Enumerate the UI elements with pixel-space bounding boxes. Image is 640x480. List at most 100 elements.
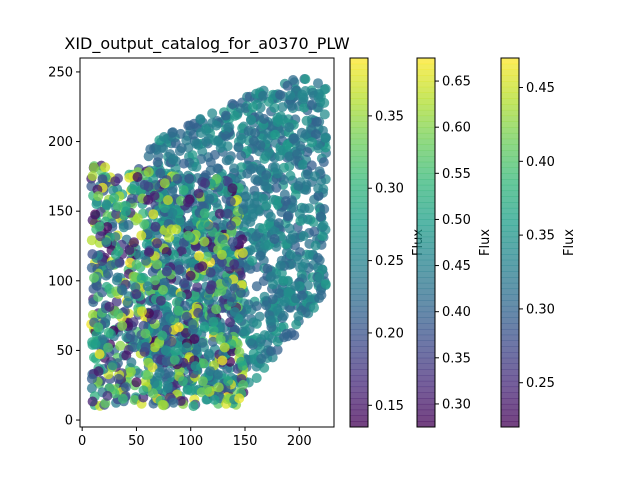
scatter-point [94,349,105,360]
scatter-point [221,131,231,142]
scatter-point [125,330,136,341]
scatter-point [188,129,199,140]
colorbar-swatch [501,81,519,88]
scatter-point [269,226,280,236]
colorbar-tick-label: 0.40 [526,155,555,170]
scatter-point [310,129,321,140]
scatter-point [166,224,177,235]
colorbar-swatch [350,69,368,76]
scatter-point [278,275,289,286]
colorbar-swatch [501,328,519,336]
scatter-point [163,368,174,379]
scatter-point [211,120,222,131]
colorbar-swatch [501,236,519,243]
scatter-point [173,322,184,333]
colorbar-swatch [350,104,368,111]
scatter-point [131,289,142,300]
colorbar-swatch [417,196,435,203]
scatter-point [279,332,289,343]
colorbar-swatch [350,144,368,151]
scatter-point [272,168,283,179]
scatter-point [157,399,168,410]
scatter-point [259,113,269,124]
scatter-point [87,171,98,181]
scatter-point [178,185,189,196]
scatter-point [110,176,121,187]
colorbar-swatch [350,334,368,341]
scatter-point [152,238,163,249]
scatter-point [111,296,122,307]
colorbar-swatch [501,340,519,347]
scatter-point [154,367,165,378]
scatter-point [172,173,183,184]
colorbar-swatch [350,392,368,399]
scatter-point [204,193,215,204]
colorbar-swatch [417,357,435,364]
scatter-point [111,209,122,220]
scatter-point [236,150,247,161]
colorbar-swatch [417,213,435,220]
scatter-point [297,261,308,272]
colorbar-swatch [350,127,368,134]
scatter-point [223,376,234,386]
colorbar-swatch [417,248,435,255]
scatter-point [159,132,169,142]
scatter-point [251,281,262,292]
colorbar-swatch [501,421,519,428]
scatter-point [112,272,123,283]
scatter-point [122,297,133,308]
scatter-point [306,160,317,171]
colorbar-frame [416,57,436,428]
y-axis: 0 50 100 150 200 250 [48,65,80,429]
scatter-point [93,322,104,333]
scatter-point [138,392,149,403]
colorbar-swatch [501,323,519,330]
scatter-point [190,361,201,372]
scatter-point [309,171,320,182]
scatter-point [145,144,156,155]
scatter-point [104,301,115,312]
scatter-point [313,190,324,201]
scatter-point [148,388,158,399]
scatter-point [205,157,216,168]
colorbar-swatch [417,294,435,301]
scatter-point [88,283,99,294]
colorbar-swatch [350,236,368,243]
scatter-point [259,176,270,187]
scatter-point [143,181,154,192]
scatter-point [105,260,116,271]
scatter-point [246,338,257,349]
colorbar-swatch [501,138,519,145]
colorbar-swatch [417,254,435,261]
colorbar-swatch [417,190,435,197]
colorbar-tick-label: 0.65 [442,75,471,90]
scatter-point [120,382,131,393]
scatter-point [304,249,315,260]
scatter-point [102,222,113,232]
colorbar-tick-label: 0.45 [442,259,471,274]
scatter-point [132,213,143,224]
colorbar-swatch [350,225,368,232]
scatter-point [197,376,208,387]
colorbar-swatch [350,421,368,428]
scatter-point [298,231,309,241]
colorbar-swatch [501,58,519,65]
colorbar-swatch [501,127,519,134]
colorbar-swatch [417,242,435,249]
colorbar-swatch [350,161,368,168]
scatter-point [103,342,114,353]
colorbar-swatch [350,207,368,215]
scatter-point [149,190,160,201]
colorbar-swatch [350,403,368,411]
colorbar-swatch [501,363,519,370]
scatter-point [221,155,232,166]
scatter-point [93,191,104,202]
scatter-point [175,128,186,139]
scatter-point [160,253,171,264]
scatter-point [254,311,265,322]
colorbar-swatch [501,305,519,313]
colorbar-tick-label: 0.20 [375,326,404,341]
scatter-point [112,201,123,212]
colorbar-swatch [501,213,519,220]
scatter-point [271,182,282,193]
